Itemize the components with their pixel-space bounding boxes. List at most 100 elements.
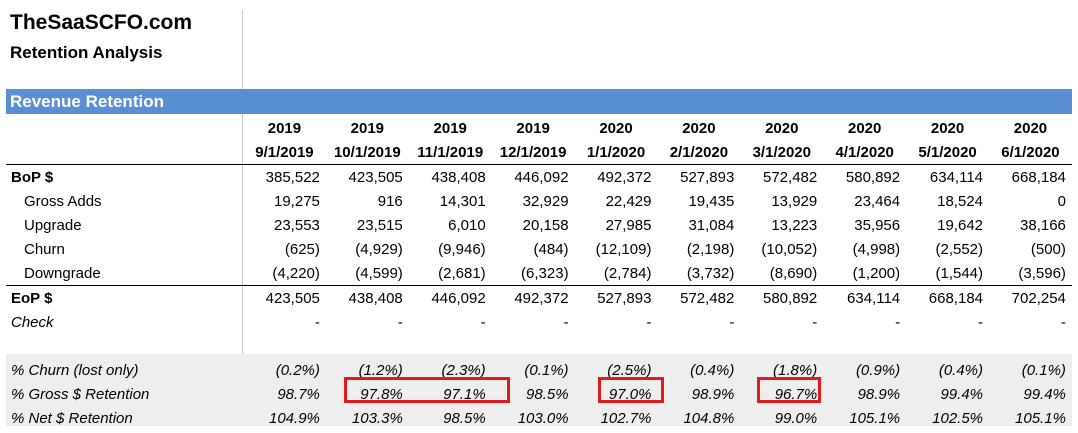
upgrade-cell: 13,223 <box>771 216 818 234</box>
downgrade-cell: (4,599) <box>355 264 403 282</box>
pct-churn-cell: (0.4%) <box>690 361 735 379</box>
upgrade-row: Upgrade 23,553 23,515 6,010 20,158 27,985 31,… <box>6 213 1072 237</box>
year-header-cell: 2019 <box>267 119 302 137</box>
upgrade-cell: 23,553 <box>274 216 320 234</box>
date-header-cell: 12/1/2019 <box>499 143 567 161</box>
bop-cell: 492,372 <box>597 168 652 186</box>
row-label-gross-adds: Gross Adds <box>24 192 102 210</box>
highlight-box-gross-oct-nov <box>344 377 510 403</box>
downgrade-cell: (8,690) <box>769 264 818 282</box>
upgrade-cell: 6,010 <box>448 216 486 234</box>
year-header-cell: 2020 <box>765 119 799 137</box>
gross-adds-cell: 32,929 <box>522 192 569 210</box>
pct-net-cell: 104.8% <box>683 409 735 427</box>
eop-cell: 527,893 <box>597 289 652 307</box>
check-row: Check - - - - - - - - - - <box>6 310 1072 334</box>
gross-adds-cell: 0 <box>1057 192 1066 210</box>
bop-cell: 527,893 <box>680 168 735 186</box>
row-label-upgrade: Upgrade <box>24 216 82 234</box>
bop-cell: 423,505 <box>348 168 403 186</box>
check-cell: - <box>729 313 735 331</box>
check-cell: - <box>646 313 652 331</box>
pct-gross-cell: 98.9% <box>691 385 735 403</box>
churn-cell: (12,109) <box>595 240 652 258</box>
eop-row: EoP $ 423,505 438,408 446,092 492,372 527,89… <box>6 285 1072 310</box>
eop-cell: 446,092 <box>431 289 486 307</box>
highlight-box-gross-jan <box>598 377 664 403</box>
section-band <box>6 89 1072 114</box>
churn-cell: (625) <box>284 240 320 258</box>
pct-gross-cell: 97.0% <box>608 385 652 403</box>
downgrade-cell: (6,323) <box>521 264 569 282</box>
upgrade-cell: 31,084 <box>688 216 735 234</box>
pct-net-cell: 99.0% <box>774 409 818 427</box>
date-header-cell: 2/1/2020 <box>669 143 729 161</box>
page-subtitle: Retention Analysis <box>10 43 163 62</box>
check-cell: - <box>895 313 901 331</box>
gross-adds-cell: 916 <box>377 192 403 210</box>
check-cell: - <box>978 313 984 331</box>
pct-gross-cell: 99.4% <box>940 385 984 403</box>
pct-churn-cell: (0.2%) <box>275 361 320 379</box>
pct-churn-cell: (0.4%) <box>938 361 984 379</box>
downgrade-cell: (1,544) <box>935 264 984 282</box>
check-cell: - <box>563 313 569 331</box>
retention-table: 2019 2019 2019 2019 2020 2020 2020 2020 2020 2020… <box>6 116 1072 430</box>
bop-cell: 438,408 <box>431 168 486 186</box>
check-cell: - <box>314 313 320 331</box>
check-cell: - <box>1060 313 1066 331</box>
churn-cell: (484) <box>533 240 569 258</box>
row-label-bop: BoP $ <box>11 168 54 186</box>
pct-churn-cell: (2.5%) <box>607 361 652 379</box>
bop-cell: 572,482 <box>763 168 818 186</box>
column-divider <box>242 10 243 426</box>
churn-cell: (10,052) <box>761 240 818 258</box>
downgrade-row: Downgrade (4,220) (4,599) (2,681) (6,323) (2… <box>6 261 1072 285</box>
pct-net-cell: 98.5% <box>443 409 486 427</box>
year-header-cell: 2019 <box>516 119 550 137</box>
year-header-cell: 2020 <box>682 119 716 137</box>
row-label-check: Check <box>11 313 54 331</box>
pct-gross-cell: 97.1% <box>443 385 486 403</box>
churn-row: Churn (625) (4,929) (9,946) (484) (12,109) (2… <box>6 237 1072 261</box>
downgrade-cell: (3,596) <box>1018 264 1066 282</box>
year-header-row: 2019 2019 2019 2019 2020 2020 2020 2020 2020 2020 <box>6 116 1072 140</box>
pct-gross-cell: 96.7% <box>774 385 818 403</box>
row-label-downgrade: Downgrade <box>24 264 101 282</box>
section-title: Revenue Retention <box>10 92 164 111</box>
eop-cell: 423,505 <box>265 289 320 307</box>
pct-churn-row: % Churn (lost only) (0.2%) (1.2%) (2.3%) (0… <box>6 358 1072 382</box>
pct-churn-cell: (2.3%) <box>441 361 486 379</box>
pct-churn-cell: (0.9%) <box>855 361 901 379</box>
brand-title: TheSaaSCFO.com <box>10 11 193 34</box>
downgrade-cell: (1,200) <box>852 264 901 282</box>
bop-cell: 580,892 <box>845 168 901 186</box>
pct-net-cell: 104.9% <box>269 409 320 427</box>
eop-cell: 634,114 <box>847 289 901 307</box>
row-label-pct-net: % Net $ Retention <box>11 409 133 427</box>
pct-net-cell: 102.7% <box>600 409 652 427</box>
pct-gross-cell: 97.8% <box>360 385 403 403</box>
gross-adds-row: Gross Adds 19,275 916 14,301 32,929 22,429 19… <box>6 189 1072 213</box>
pct-net-cell: 105.1% <box>849 409 901 427</box>
date-header-cell: 6/1/2020 <box>1001 143 1060 161</box>
churn-cell: (2,198) <box>686 240 735 258</box>
upgrade-cell: 19,642 <box>937 216 984 234</box>
churn-cell: (4,998) <box>852 240 901 258</box>
date-header-cell: 9/1/2019 <box>255 143 314 161</box>
pct-gross-cell: 98.7% <box>277 385 320 403</box>
churn-cell: (4,929) <box>355 240 403 258</box>
date-header-cell: 3/1/2020 <box>752 143 811 161</box>
gross-adds-cell: 19,275 <box>274 192 320 210</box>
bop-cell: 668,184 <box>1011 168 1066 186</box>
ratios-background <box>6 354 1072 426</box>
eop-cell: 492,372 <box>514 289 569 307</box>
upgrade-cell: 38,166 <box>1020 216 1066 234</box>
pct-gross-cell: 98.5% <box>526 385 569 403</box>
downgrade-cell: (4,220) <box>272 264 320 282</box>
row-label-pct-gross: % Gross $ Retention <box>11 385 150 403</box>
gross-adds-cell: 23,464 <box>854 192 901 210</box>
upgrade-cell: 20,158 <box>522 216 569 234</box>
eop-cell: 438,408 <box>348 289 403 307</box>
upgrade-cell: 27,985 <box>605 216 652 234</box>
